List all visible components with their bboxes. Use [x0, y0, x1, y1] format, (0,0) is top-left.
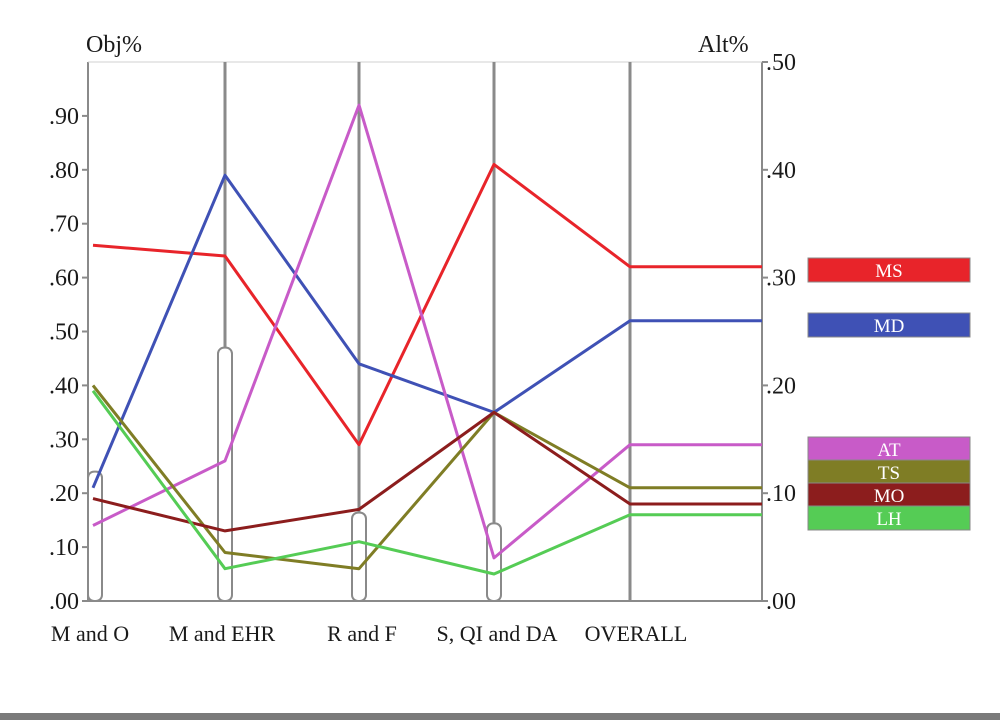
bar [217, 346, 233, 603]
series-line-mo [92, 410, 762, 533]
legend-label-ms: MS [875, 261, 902, 282]
bar [486, 522, 502, 602]
legend-swatch-md [807, 312, 971, 338]
category-label: S, QI and DA [437, 621, 558, 646]
bar [351, 511, 367, 602]
right-tick-label: .40 [766, 158, 796, 184]
legend-swatch-ms [807, 257, 971, 283]
legend-swatch-mo [807, 482, 971, 508]
left-tick-label: .70 [49, 212, 79, 238]
left-axis-label: Obj% [86, 32, 142, 58]
right-tick-label: .00 [766, 589, 796, 615]
category-label: M and EHR [169, 621, 276, 646]
right-tick-label: .50 [766, 50, 796, 76]
legend-label-ts: TS [878, 463, 900, 484]
left-tick-label: .60 [49, 266, 79, 292]
category-label: R and F [327, 621, 397, 646]
left-tick-label: .00 [49, 589, 79, 615]
legend-swatch-lh [807, 505, 971, 531]
legend-label-at: AT [877, 440, 901, 461]
bar [87, 470, 103, 603]
right-tick-label: .10 [766, 481, 796, 507]
right-tick-label: .30 [766, 266, 796, 292]
left-tick-label: .10 [49, 535, 79, 561]
left-tick-label: .40 [49, 373, 79, 399]
right-axis-label: Alt% [698, 32, 749, 58]
legend-label-md: MD [874, 316, 905, 337]
left-tick-label: .50 [49, 320, 79, 346]
left-tick-label: .80 [49, 158, 79, 184]
legend-label-mo: MO [874, 486, 905, 507]
left-tick-label: .30 [49, 427, 79, 453]
category-label: OVERALL [585, 621, 688, 646]
legend-label-lh: LH [876, 509, 902, 530]
series-line-ms [92, 162, 762, 447]
bottom-divider [0, 713, 1000, 720]
right-tick-label: .20 [766, 373, 796, 399]
series-line-lh [91, 389, 762, 576]
series-line-at [92, 103, 762, 560]
legend-swatch-ts [807, 459, 971, 485]
legend-swatch-at [807, 436, 971, 462]
category-label: M and O [51, 621, 129, 646]
left-tick-label: .20 [49, 481, 79, 507]
left-tick-label: .90 [49, 104, 79, 130]
series-line-md [91, 173, 762, 489]
